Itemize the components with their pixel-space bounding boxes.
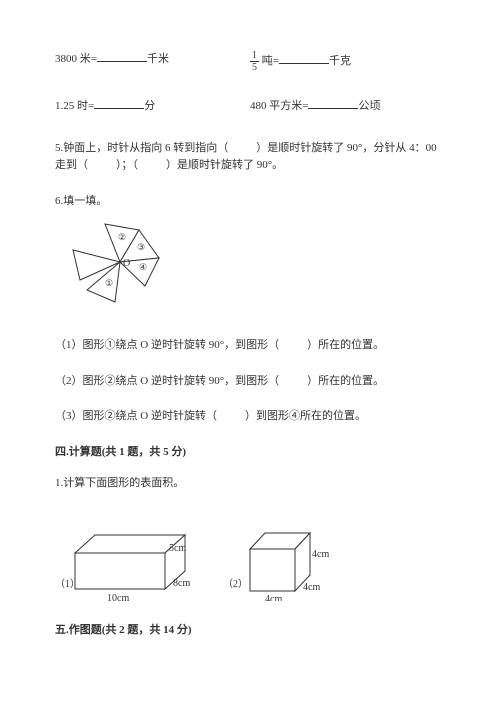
q6-s3-end: ）到图形④所在的位置。 <box>245 410 366 422</box>
cuboids-diagram: 5cm 8cm 10cm （1） 4cm 4cm 4cm （2） <box>55 511 445 608</box>
pinwheel-diagram: ② ③ ④ ①O <box>65 220 445 319</box>
q5-mid2: ）；（ <box>116 159 138 171</box>
q6-s2-end: ）所在的位置。 <box>307 375 384 387</box>
conv-4: 480 平方米= 公顷 <box>250 97 445 116</box>
frac-num: 1 <box>250 50 259 62</box>
q6-sub2: （2）图形②绕点 O 逆时针旋转 90°，到图形（ ）所在的位置。 <box>55 373 445 391</box>
sec4-q1: 1.计算下面图形的表面积。 <box>55 475 445 493</box>
conv-1: 3800 米= 千米 <box>55 50 250 73</box>
svg-text:（1）: （1） <box>55 578 80 590</box>
section-4-title: 四.计算题(共 1 题，共 5 分) <box>55 444 445 462</box>
svg-text:10cm: 10cm <box>107 593 129 601</box>
pinwheel-svg: ② ③ ④ ①O <box>65 220 169 312</box>
q5-prefix: 5.钟面上，时针从指向 6 转到指向（ <box>55 142 228 154</box>
fraction: 15 <box>250 50 259 73</box>
q6-sub3: （3）图形②绕点 O 逆时针旋转（ ）到图形④所在的位置。 <box>55 408 445 426</box>
conv-3-a: 1.25 时= <box>55 100 94 112</box>
question-6: 6.填一填。 ② ③ ④ ①O （1）图形①绕点 O 逆时针旋转 90°，到图形（ ）所… <box>55 193 445 426</box>
svg-text:5cm: 5cm <box>169 543 186 554</box>
question-5: 5.钟面上，时针从指向 6 转到指向（）是顺时针旋转了 90°，分针从 4：00… <box>55 140 445 175</box>
blank <box>94 97 144 109</box>
section-5-title: 五.作图题(共 2 题，共 14 分) <box>55 622 445 640</box>
q6-s1: （1）图形①绕点 O 逆时针旋转 90°，到图形（ <box>55 339 279 351</box>
conv-2-a: 吨= <box>259 55 279 67</box>
svg-text:4cm: 4cm <box>265 594 282 601</box>
q6-sub1: （1）图形①绕点 O 逆时针旋转 90°，到图形（ ）所在的位置。 <box>55 337 445 355</box>
conv-2-b: 千克 <box>329 55 351 67</box>
q5-end: ）是顺时针旋转了 90°。 <box>166 159 283 171</box>
conv-4-b: 公顷 <box>358 100 380 112</box>
conv-1-b: 千米 <box>147 53 169 65</box>
conv-3: 1.25 时= 分 <box>55 97 250 116</box>
q6-s1-end: ）所在的位置。 <box>307 339 384 351</box>
svg-text:④: ④ <box>139 262 147 272</box>
q6-s3: （3）图形②绕点 O 逆时针旋转（ <box>55 410 217 422</box>
conversion-row-1: 3800 米= 千米 15 吨= 千克 <box>55 50 445 73</box>
blank <box>97 50 147 62</box>
svg-text:①: ① <box>105 278 113 288</box>
svg-text:③: ③ <box>137 242 145 252</box>
svg-text:4cm: 4cm <box>303 582 320 593</box>
svg-text:8cm: 8cm <box>173 578 190 589</box>
q6-title: 6.填一填。 <box>55 193 445 211</box>
svg-text:O: O <box>123 258 130 269</box>
conv-4-a: 480 平方米= <box>250 100 308 112</box>
frac-den: 5 <box>250 62 259 73</box>
svg-text:②: ② <box>118 232 126 242</box>
conv-2: 15 吨= 千克 <box>250 50 445 73</box>
cuboids-svg: 5cm 8cm 10cm （1） 4cm 4cm 4cm （2） <box>55 511 355 601</box>
conv-3-b: 分 <box>144 100 155 112</box>
conv-1-a: 3800 米= <box>55 53 97 65</box>
q6-s2: （2）图形②绕点 O 逆时针旋转 90°，到图形（ <box>55 375 279 387</box>
blank <box>279 52 329 64</box>
svg-text:4cm: 4cm <box>312 549 329 560</box>
blank <box>308 97 358 109</box>
conversion-row-2: 1.25 时= 分 480 平方米= 公顷 <box>55 97 445 116</box>
svg-text:（2）: （2） <box>223 578 248 590</box>
